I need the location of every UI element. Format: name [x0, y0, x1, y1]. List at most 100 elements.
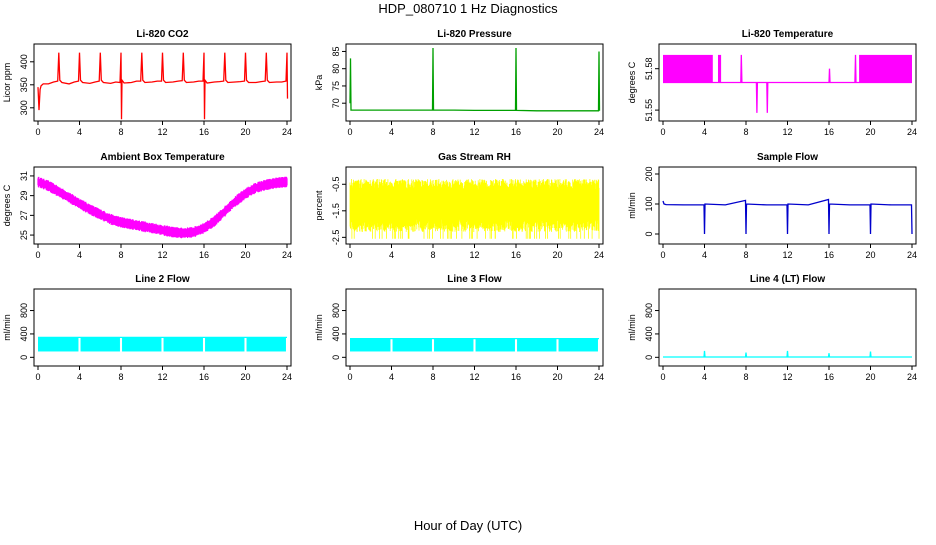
y-tick-label: 800 [644, 303, 654, 318]
y-tick-label: -0.5 [331, 177, 341, 193]
x-tick-label: 16 [824, 250, 834, 260]
x-tick-label: 0 [347, 372, 352, 382]
series-line [663, 54, 912, 113]
x-tick-label: 8 [430, 250, 435, 260]
y-tick-label: 0 [331, 355, 341, 360]
chart-title: Li-820 Temperature [742, 29, 834, 40]
series-layer [350, 337, 599, 352]
x-tick-label: 4 [389, 127, 394, 137]
x-tick-label: 16 [511, 127, 521, 137]
x-tick-label: 16 [824, 127, 834, 137]
x-tick-label: 16 [199, 372, 209, 382]
chart-panel-1: Li-820 Pressure 0 4 8 12 16 20 24 70 75 80 85 kPa [314, 29, 604, 137]
chart-title: Li-820 CO2 [136, 29, 189, 40]
chart-title: Ambient Box Temperature [100, 152, 225, 163]
y-tick-label: -1.5 [331, 203, 341, 219]
noise-band [350, 338, 391, 352]
noise-band [38, 337, 79, 352]
chart-panel-6: Line 2 Flow 0 4 8 12 16 20 24 0 400 800 ml/min [2, 274, 292, 382]
y-tick-label: 800 [19, 303, 29, 318]
y-tick-label: 0 [644, 231, 654, 236]
x-tick-label: 24 [282, 250, 292, 260]
x-tick-label: 16 [199, 127, 209, 137]
x-tick-label: 0 [35, 127, 40, 137]
x-tick-label: 20 [552, 372, 562, 382]
noise-band [80, 337, 120, 352]
series-noise [349, 179, 600, 239]
y-axis-label: degrees C [627, 61, 637, 103]
y-axis-label: ml/min [627, 314, 637, 341]
chart-title: Line 2 Flow [135, 274, 190, 285]
y-tick-label: 400 [644, 326, 654, 341]
series-band [37, 176, 288, 239]
y-axis-label: ml/min [314, 314, 324, 341]
x-tick-label: 8 [430, 127, 435, 137]
y-tick-label: 800 [331, 303, 341, 318]
x-tick-label: 4 [389, 250, 394, 260]
y-tick-label: 80 [331, 64, 341, 74]
x-tick-label: 8 [743, 127, 748, 137]
noise-band [558, 338, 598, 352]
y-tick-label: 400 [19, 326, 29, 341]
x-tick-label: 24 [907, 127, 917, 137]
x-tick-label: 0 [35, 250, 40, 260]
x-tick-label: 12 [469, 127, 479, 137]
noise-band [163, 337, 203, 352]
chart-panel-0: Li-820 CO2 0 4 8 12 16 20 24 300 350 400 Licor ppm [2, 29, 292, 137]
noise-band [517, 338, 557, 352]
chart-title: Line 4 (LT) Flow [750, 274, 826, 285]
x-tick-label: 4 [702, 127, 707, 137]
x-tick-label: 24 [907, 372, 917, 382]
x-tick-label: 16 [511, 250, 521, 260]
y-tick-label: 25 [19, 230, 29, 240]
series-layer [662, 198, 913, 235]
noise-band [663, 54, 713, 83]
x-tick-label: 20 [552, 250, 562, 260]
chart-title: Line 3 Flow [447, 274, 502, 285]
series-layer [37, 52, 289, 120]
x-tick-label: 24 [907, 250, 917, 260]
y-tick-label: 70 [331, 98, 341, 108]
chart-panel-5: Sample Flow 0 4 8 12 16 20 24 0 100 200 ml/min [627, 152, 917, 260]
noise-band [392, 338, 432, 352]
series-layer [663, 54, 912, 113]
chart-panel-2: Li-820 Temperature 0 4 8 12 16 20 24 51.55 51.58 d… [627, 29, 917, 137]
noise-band [717, 54, 722, 83]
x-tick-label: 16 [511, 372, 521, 382]
x-tick-label: 12 [469, 372, 479, 382]
x-tick-label: 20 [865, 127, 875, 137]
x-tick-label: 12 [157, 127, 167, 137]
y-tick-label: 100 [644, 196, 654, 211]
y-axis-label: Licor ppm [2, 63, 12, 103]
y-tick-label: 27 [19, 210, 29, 220]
series-layer [663, 350, 912, 358]
y-axis-label: kPa [314, 75, 324, 91]
x-tick-label: 0 [347, 127, 352, 137]
series-line [663, 350, 912, 358]
x-tick-label: 0 [660, 127, 665, 137]
series-layer [349, 47, 601, 112]
x-tick-label: 0 [347, 250, 352, 260]
x-tick-label: 0 [35, 372, 40, 382]
x-tick-label: 4 [77, 372, 82, 382]
series-line [662, 198, 913, 235]
x-tick-label: 20 [240, 250, 250, 260]
x-tick-label: 20 [552, 127, 562, 137]
x-tick-label: 8 [118, 250, 123, 260]
x-tick-label: 4 [702, 250, 707, 260]
chart-panel-8: Line 4 (LT) Flow 0 4 8 12 16 20 24 0 400 800 ml/min [627, 274, 917, 382]
y-axis-label: percent [314, 190, 324, 221]
chart-panel-7: Line 3 Flow 0 4 8 12 16 20 24 0 400 800 ml/min [314, 274, 604, 382]
x-tick-label: 24 [594, 372, 604, 382]
y-tick-label: 51.58 [644, 57, 654, 80]
x-tick-label: 4 [389, 372, 394, 382]
series-layer [349, 179, 600, 239]
x-tick-label: 8 [743, 250, 748, 260]
x-tick-label: 12 [782, 127, 792, 137]
chart-title: Sample Flow [757, 152, 818, 163]
chart-title: Gas Stream RH [438, 152, 511, 163]
x-tick-label: 4 [77, 250, 82, 260]
x-axis-caption: Hour of Day (UTC) [413, 518, 523, 533]
